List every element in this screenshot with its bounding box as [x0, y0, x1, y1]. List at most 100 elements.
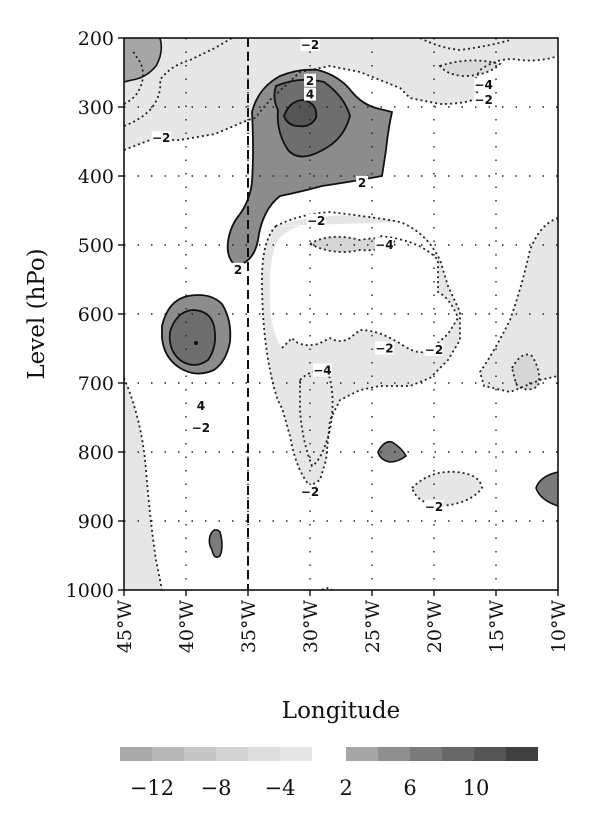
x-tick-label: 25°W	[362, 600, 384, 654]
contour-label-bg	[304, 73, 316, 87]
contour-label: 4	[197, 399, 205, 413]
neg-contour-top-right	[419, 38, 511, 51]
contour-label-bg	[306, 213, 326, 227]
neg-field-right	[480, 218, 558, 392]
contour-fields	[124, 38, 558, 590]
contour-label: −2	[307, 214, 325, 228]
colorbar-tick-label: 10	[463, 776, 490, 800]
neg-field-left-edge	[124, 378, 162, 590]
x-tick-label: 15°W	[486, 600, 508, 654]
contour-label: −2	[192, 421, 210, 435]
y-tick-label: 900	[78, 511, 114, 533]
y-tick-label: 300	[78, 97, 114, 119]
neg-field-strong-3	[440, 60, 500, 76]
y-tick-label: 800	[78, 442, 114, 464]
y-axis-label: Level (hPo)	[24, 248, 50, 379]
pos-contour-left-cell-2	[161, 294, 232, 375]
neg-contour-central	[261, 211, 461, 488]
neg-field-central-lobe	[262, 226, 300, 408]
contour-label: −2	[301, 38, 319, 52]
neg-contour-left-edge	[124, 377, 163, 590]
pos-contour-small-2	[208, 528, 223, 558]
colorbar-swatch-positive	[410, 747, 442, 761]
contour-label: −2	[152, 131, 170, 145]
contour-label-bg	[300, 485, 320, 499]
pos-contour-upper-left-corner	[124, 38, 163, 83]
pos-contour-right-edge	[535, 471, 558, 507]
contour-label-bg	[300, 37, 320, 51]
colorbar-swatch-positive	[346, 747, 378, 761]
contour-label: −2	[474, 93, 492, 107]
colorbar-tick-label: −4	[265, 776, 296, 800]
contour-label-bg	[312, 363, 332, 377]
colorbar-swatch-positive	[474, 747, 506, 761]
neg-field-lower-right	[412, 471, 482, 506]
contour-lines	[124, 38, 558, 590]
colorbar-swatch-negative	[248, 747, 280, 761]
pos-field-upper-left-corner	[124, 38, 162, 82]
contour-label: −4	[313, 364, 331, 378]
neg-contour-right	[479, 217, 558, 393]
contour-label: 2	[358, 176, 366, 190]
colorbar-tick-label: −8	[201, 776, 232, 800]
neg-contour-top-band-2	[124, 38, 233, 127]
y-axis-ticks: 200 300 400 500 600 700 800 900 1000	[66, 28, 124, 602]
contour-label-bg	[474, 93, 494, 107]
neg-contour-top-band	[124, 55, 558, 151]
neg-contour-strong-1	[308, 235, 399, 253]
contour-label-bg	[424, 500, 444, 514]
contour-label: 2	[306, 74, 314, 88]
neg-contour-top-right-2	[438, 59, 502, 77]
y-tick-label: 600	[78, 304, 114, 326]
colorbar-swatch-positive	[442, 747, 474, 761]
pos-contour-small-1	[377, 440, 408, 463]
neg-field-strong-1	[310, 236, 396, 252]
pos-contour-left-cell-4	[168, 309, 217, 366]
pos-field-jet-core	[227, 69, 392, 266]
pos-contour-jet-4	[273, 78, 351, 158]
colorbar-swatch-negative	[184, 747, 216, 761]
contour-label: −2	[301, 485, 319, 499]
contour-label-bg	[474, 77, 494, 91]
pos-field-left-cell-inner	[169, 310, 216, 365]
contour-label-bg	[374, 238, 394, 251]
colorbar-swatch-positive	[506, 747, 538, 761]
pos-contour-jet-6	[283, 99, 318, 128]
pos-contour-jet-2	[226, 68, 394, 267]
contour-label-bg	[232, 262, 245, 276]
neg-field-central	[275, 215, 460, 487]
contour-label: 4	[306, 88, 314, 102]
colorbar-swatch-negative	[152, 747, 184, 761]
y-tick-label: 500	[78, 235, 114, 257]
pos-field-small-1	[378, 441, 406, 462]
x-tick-label: 30°W	[300, 600, 322, 654]
contour-label: −2	[425, 343, 443, 357]
contour-label-bg	[304, 87, 316, 101]
neg-field-strong-2	[512, 354, 540, 390]
contour-label: −4	[375, 238, 393, 252]
x-tick-label: 45°W	[114, 600, 136, 654]
colorbar: −12 −8 −4 2 6 10	[120, 747, 538, 800]
contour-label-bg	[194, 398, 207, 412]
x-axis-label: Longitude	[282, 698, 400, 724]
colorbar-swatch-negative	[280, 747, 312, 761]
y-tick-label: 400	[78, 166, 114, 188]
x-tick-label: 10°W	[548, 600, 570, 654]
y-tick-label: 700	[78, 373, 114, 395]
colorbar-tick-label: 2	[339, 776, 352, 800]
neg-contour-strong-2	[511, 353, 541, 391]
contour-label: −4	[474, 78, 492, 92]
contour-label-bg	[151, 131, 171, 145]
contour-label-bg	[191, 420, 211, 434]
y-tick-label: 200	[78, 28, 114, 50]
x-tick-label: 35°W	[238, 600, 260, 654]
colorbar-swatch-negative	[120, 747, 152, 761]
x-tick-label: 20°W	[424, 600, 446, 654]
contour-label-bg	[356, 175, 369, 189]
colorbar-swatch-positive	[378, 747, 410, 761]
contour-label-bg	[374, 341, 394, 355]
y-tick-label: 1000	[66, 580, 114, 602]
neg-contour-lower-right	[410, 470, 483, 507]
left-cell-center-dot	[194, 341, 198, 345]
